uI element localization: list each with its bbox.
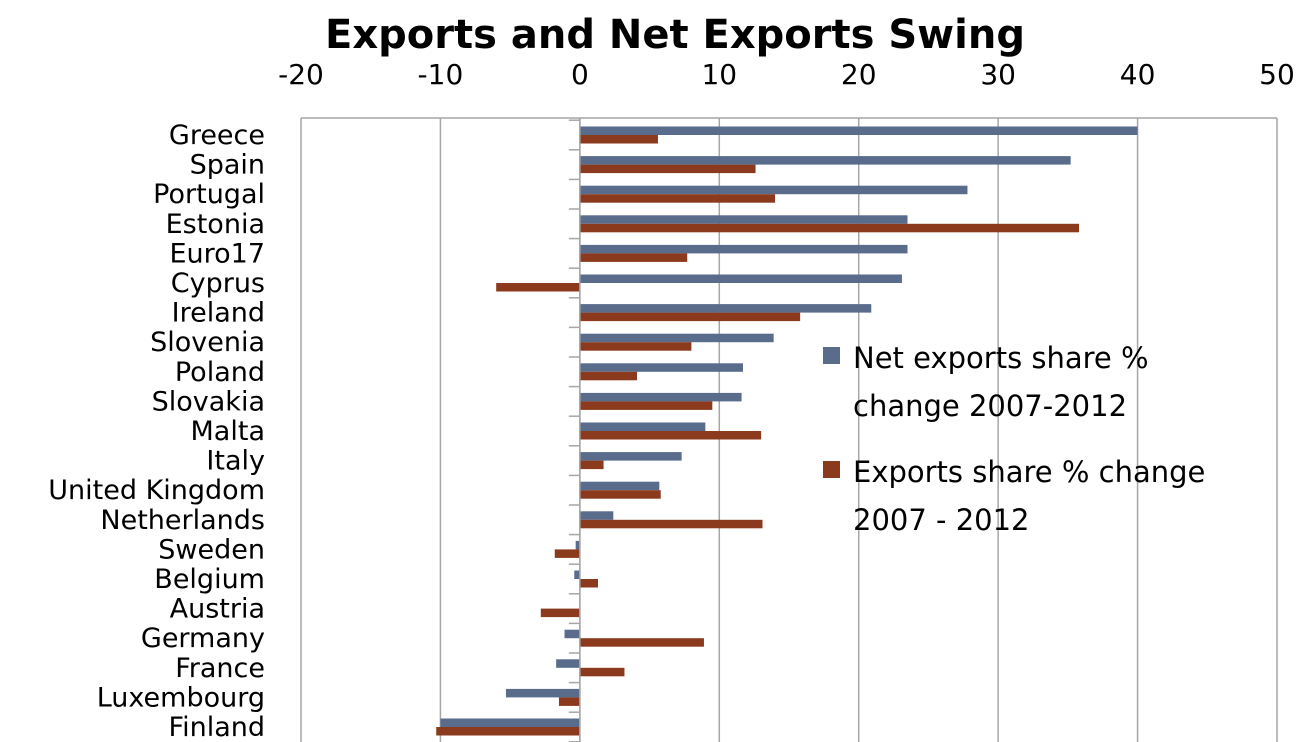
- bar-net-exports-ireland: [579, 304, 872, 313]
- legend-swatch-exports: [823, 461, 840, 478]
- legend: Net exports share % change 2007-2012 Expor…: [823, 341, 1205, 537]
- x-tick-label-20: -20: [278, 58, 324, 91]
- x-tick-label-10: 10: [701, 58, 737, 91]
- category-label-euro17: Euro17: [169, 238, 265, 269]
- bar-exports-euro17: [579, 253, 688, 262]
- bar-exports-portugal: [579, 194, 776, 203]
- category-label-spain: Spain: [190, 150, 265, 181]
- bar-net-exports-luxembourg: [505, 688, 580, 698]
- legend-swatch-net-exports: [823, 347, 840, 364]
- category-label-slovenia: Slovenia: [150, 327, 265, 358]
- bar-net-exports-germany: [564, 629, 580, 639]
- bar-net-exports-malta: [579, 422, 706, 431]
- bar-exports-luxembourg: [558, 697, 580, 706]
- bar-net-exports-netherlands: [579, 511, 614, 520]
- category-label-malta: Malta: [191, 416, 265, 447]
- category-label-cyprus: Cyprus: [171, 268, 265, 299]
- legend-label-net-exports-line-2: change 2007-2012: [853, 389, 1127, 423]
- bar-net-exports-portugal: [579, 185, 968, 195]
- bar-exports-italy: [579, 460, 604, 470]
- category-label-poland: Poland: [175, 357, 265, 388]
- bar-net-exports-france: [556, 659, 580, 668]
- category-label-netherlands: Netherlands: [100, 505, 265, 536]
- bar-exports-germany: [579, 638, 704, 647]
- category-label-germany: Germany: [141, 623, 265, 654]
- category-label-ireland: Ireland: [172, 298, 265, 329]
- bar-exports-austria: [540, 608, 580, 618]
- legend-label-exports-line-2: 2007 - 2012: [853, 503, 1030, 537]
- x-tick-label-30: 30: [980, 58, 1016, 91]
- category-label-luxembourg: Luxembourg: [97, 682, 265, 713]
- bar-net-exports-sweden: [575, 540, 580, 550]
- bar-net-exports-greece: [579, 126, 1138, 135]
- bar-exports-ireland: [579, 312, 801, 322]
- bar-exports-sweden: [554, 549, 580, 558]
- category-label-greece: Greece: [169, 120, 265, 151]
- category-label-belgium: Belgium: [154, 564, 265, 595]
- bar-net-exports-euro17: [579, 244, 908, 254]
- bars: [436, 126, 1138, 736]
- bar-exports-malta: [579, 431, 762, 440]
- category-label-portugal: Portugal: [153, 179, 265, 210]
- bar-exports-estonia: [579, 223, 1080, 233]
- category-label-estonia: Estonia: [166, 209, 265, 240]
- bar-net-exports-belgium: [574, 570, 580, 579]
- bar-net-exports-slovakia: [579, 392, 742, 402]
- bar-net-exports-italy: [579, 452, 682, 461]
- bar-exports-slovenia: [579, 342, 692, 351]
- bar-exports-poland: [579, 371, 638, 381]
- bar-exports-spain: [579, 164, 756, 174]
- bar-net-exports-cyprus: [579, 274, 902, 283]
- x-tick-label-10: -10: [418, 58, 464, 91]
- bar-exports-united-kingdom: [579, 490, 661, 499]
- gridlines: [300, 117, 1278, 742]
- bar-net-exports-slovenia: [579, 333, 774, 343]
- category-label-united-kingdom: United Kingdom: [48, 475, 265, 506]
- bar-exports-greece: [579, 135, 658, 144]
- chart-title: Exports and Net Exports Swing: [325, 12, 1025, 58]
- bar-exports-slovakia: [579, 401, 713, 410]
- bar-net-exports-united-kingdom: [579, 481, 660, 491]
- category-label-france: France: [175, 653, 265, 684]
- category-label-italy: Italy: [206, 446, 265, 477]
- category-label-finland: Finland: [169, 712, 265, 742]
- legend-label-net-exports-line-1: Net exports share %: [853, 341, 1149, 375]
- bar-exports-france: [579, 667, 625, 677]
- legend-label-exports-line-1: Exports share % change: [853, 455, 1205, 489]
- x-tick-label-0: 0: [571, 58, 589, 91]
- bar-exports-belgium: [579, 579, 598, 588]
- x-tick-label-50: 50: [1259, 58, 1295, 91]
- category-labels: GreeceSpainPortugalEstoniaEuro17CyprusIr…: [48, 120, 265, 742]
- bar-exports-finland: [436, 727, 580, 736]
- bar-net-exports-estonia: [579, 215, 908, 224]
- x-tick-label-40: 40: [1120, 58, 1156, 91]
- bar-exports-cyprus: [496, 283, 580, 292]
- bar-net-exports-poland: [579, 363, 743, 372]
- category-label-slovakia: Slovakia: [152, 386, 265, 417]
- bar-net-exports-spain: [579, 156, 1071, 165]
- category-label-austria: Austria: [170, 594, 265, 625]
- x-axis-tick-labels: -20 -10 0 10 20 30 40 50: [278, 58, 1295, 91]
- category-label-sweden: Sweden: [158, 534, 265, 565]
- x-tick-label-20: 20: [841, 58, 877, 91]
- bar-exports-netherlands: [579, 519, 763, 529]
- y-axis: [568, 118, 581, 742]
- bar-net-exports-finland: [440, 718, 580, 727]
